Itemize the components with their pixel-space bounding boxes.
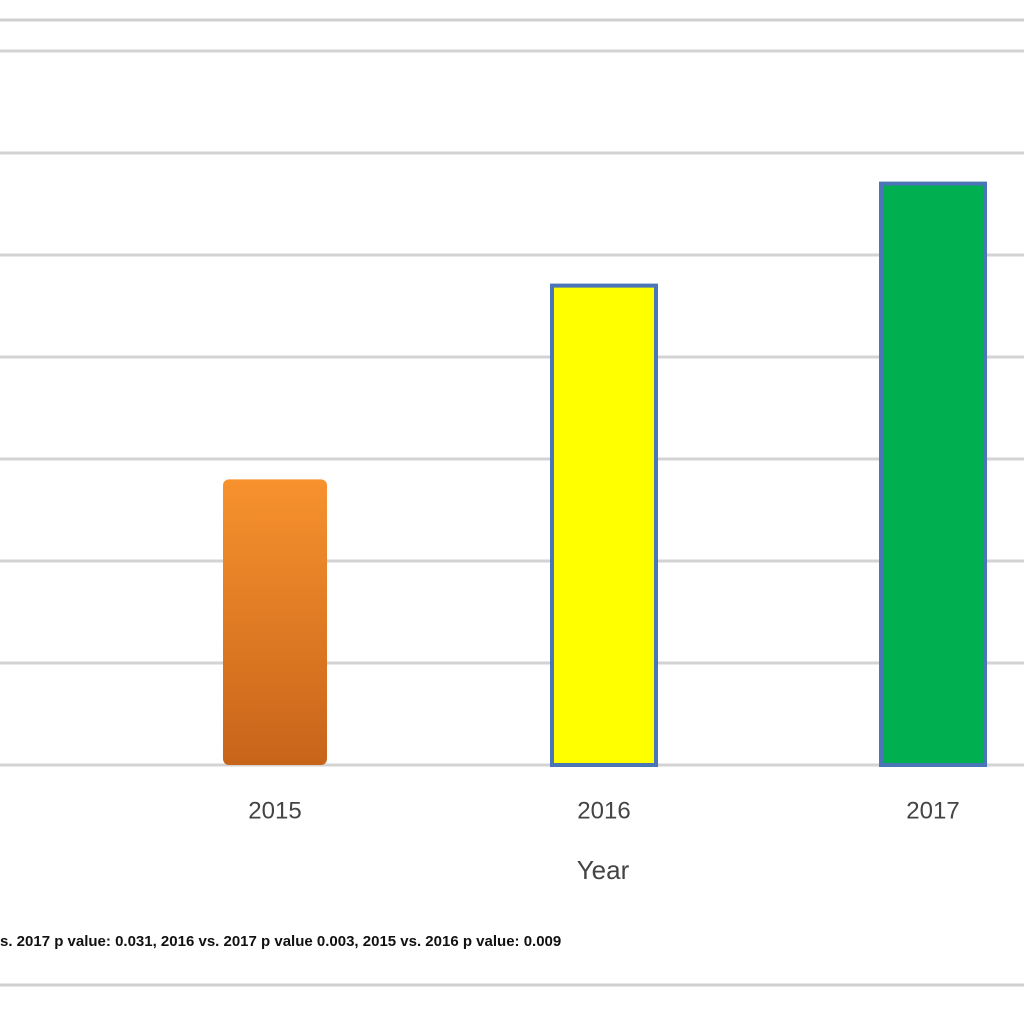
x-tick-label: 2017 — [906, 797, 959, 824]
footnote: s. 2017 p value: 0.031, 2016 vs. 2017 p … — [0, 933, 561, 950]
bar — [550, 283, 658, 767]
x-axis-label: Year — [577, 855, 630, 885]
x-tick-label: 2016 — [577, 797, 630, 824]
x-tick-label: 2015 — [248, 797, 301, 824]
bar — [879, 181, 987, 768]
bar — [223, 479, 327, 765]
